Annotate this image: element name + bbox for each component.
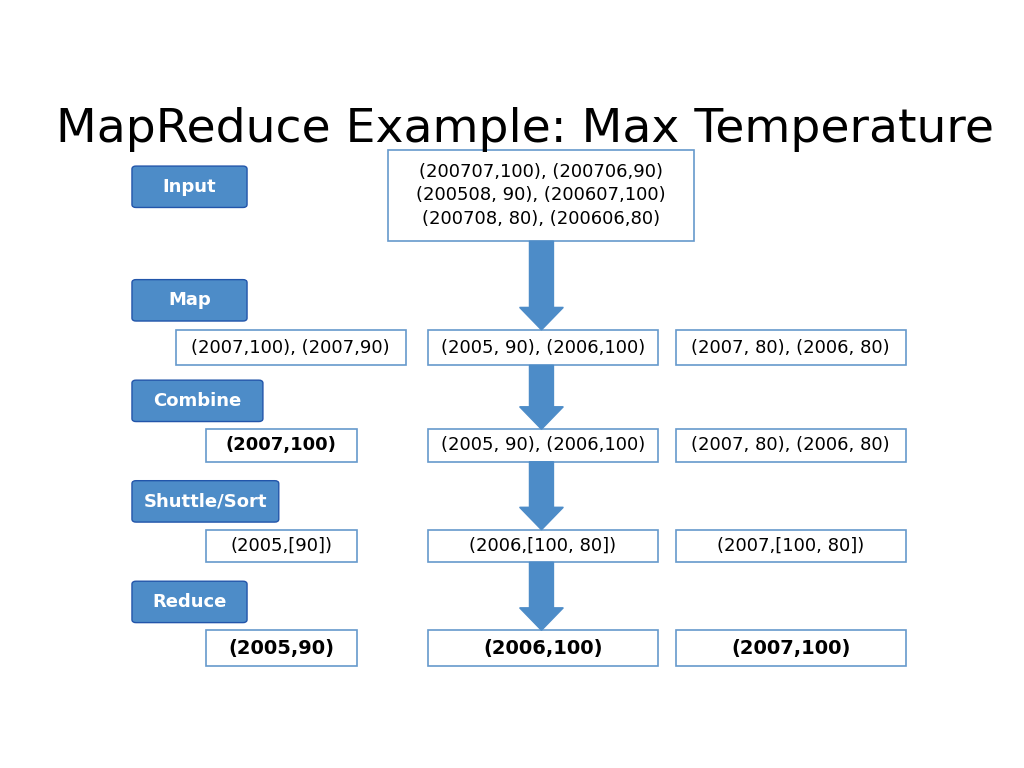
FancyBboxPatch shape (132, 280, 247, 321)
Text: (2006,100): (2006,100) (483, 638, 603, 657)
Text: Map: Map (168, 291, 211, 310)
Polygon shape (519, 241, 563, 330)
Text: (2006,[100, 80]): (2006,[100, 80]) (469, 537, 616, 555)
Text: (200707,100), (200706,90)
(200508, 90), (200607,100)
(200708, 80), (200606,80): (200707,100), (200706,90) (200508, 90), … (417, 163, 666, 228)
FancyBboxPatch shape (388, 150, 694, 241)
FancyBboxPatch shape (676, 631, 905, 666)
Text: Combine: Combine (154, 392, 242, 410)
Text: (2005,[90]): (2005,[90]) (230, 537, 332, 555)
Polygon shape (519, 462, 563, 530)
FancyBboxPatch shape (206, 530, 356, 562)
FancyBboxPatch shape (132, 481, 279, 522)
FancyBboxPatch shape (206, 631, 356, 666)
FancyBboxPatch shape (206, 429, 356, 462)
Text: (2007,100): (2007,100) (731, 638, 850, 657)
Text: (2007,100): (2007,100) (225, 436, 337, 455)
FancyBboxPatch shape (428, 429, 658, 462)
FancyBboxPatch shape (676, 330, 905, 366)
Text: (2007, 80), (2006, 80): (2007, 80), (2006, 80) (691, 436, 890, 455)
FancyBboxPatch shape (428, 631, 658, 666)
Text: MapReduce Example: Max Temperature: MapReduce Example: Max Temperature (55, 107, 994, 152)
Text: (2007,100), (2007,90): (2007,100), (2007,90) (191, 339, 390, 356)
FancyBboxPatch shape (428, 530, 658, 562)
Polygon shape (519, 562, 563, 631)
FancyBboxPatch shape (176, 330, 406, 366)
Text: (2005,90): (2005,90) (228, 638, 334, 657)
FancyBboxPatch shape (428, 330, 658, 366)
FancyBboxPatch shape (132, 581, 247, 623)
Text: Input: Input (163, 177, 216, 196)
FancyBboxPatch shape (676, 530, 905, 562)
Text: (2005, 90), (2006,100): (2005, 90), (2006,100) (441, 436, 645, 455)
Text: Reduce: Reduce (153, 593, 226, 611)
FancyBboxPatch shape (676, 429, 905, 462)
Text: (2007, 80), (2006, 80): (2007, 80), (2006, 80) (691, 339, 890, 356)
Text: Shuttle/Sort: Shuttle/Sort (143, 492, 267, 511)
Text: (2007,[100, 80]): (2007,[100, 80]) (717, 537, 864, 555)
FancyBboxPatch shape (132, 166, 247, 207)
FancyBboxPatch shape (132, 380, 263, 422)
Polygon shape (519, 366, 563, 429)
Text: (2005, 90), (2006,100): (2005, 90), (2006,100) (441, 339, 645, 356)
